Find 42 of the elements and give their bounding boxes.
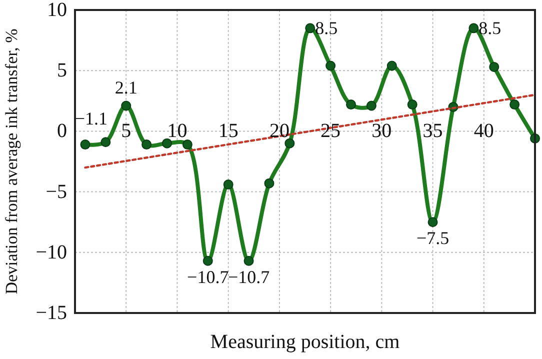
- point: [182, 140, 192, 150]
- data-label: −10.7: [228, 266, 270, 287]
- point: [284, 138, 295, 148]
- x-tick-label: 5: [121, 120, 132, 142]
- point: [468, 23, 479, 34]
- y-tick-label: −10: [36, 241, 67, 264]
- y-axis-title: Deviation from average ink transfer, %: [2, 28, 21, 294]
- point: [202, 256, 213, 266]
- point: [142, 140, 152, 150]
- data-label: −7.5: [416, 228, 450, 248]
- x-tick-label: 15: [218, 120, 238, 142]
- y-tick-label: 0: [57, 120, 67, 142]
- x-tick-label: 10: [167, 120, 188, 142]
- y-tick-label: −5: [46, 180, 67, 203]
- point: [264, 178, 274, 188]
- point: [489, 62, 500, 72]
- y-tick-label: 10: [47, 0, 67, 21]
- point: [510, 100, 520, 110]
- data-label: 2.1: [114, 78, 138, 98]
- y-tick-label: −15: [36, 302, 67, 324]
- x-tick-label: 30: [372, 120, 392, 142]
- point: [80, 140, 90, 150]
- x-tick-label: 40: [474, 120, 494, 142]
- x-tick-label: 35: [422, 120, 443, 142]
- point: [407, 100, 418, 110]
- data-label: −10.7: [187, 266, 229, 287]
- data-label: 8.5: [315, 18, 338, 38]
- y-tick-label: 5: [57, 60, 67, 82]
- data-label: −1.1: [74, 108, 108, 129]
- point: [121, 100, 132, 111]
- point: [223, 180, 234, 190]
- point: [326, 60, 336, 71]
- data-label: 8.5: [478, 18, 502, 38]
- x-axis-title: Measuring position, cm: [210, 331, 400, 353]
- point: [346, 100, 356, 110]
- point: [244, 256, 254, 266]
- point: [305, 23, 316, 34]
- point: [162, 138, 172, 148]
- point: [366, 100, 376, 111]
- point: [386, 60, 397, 71]
- point: [100, 137, 111, 148]
- point: [428, 217, 438, 228]
